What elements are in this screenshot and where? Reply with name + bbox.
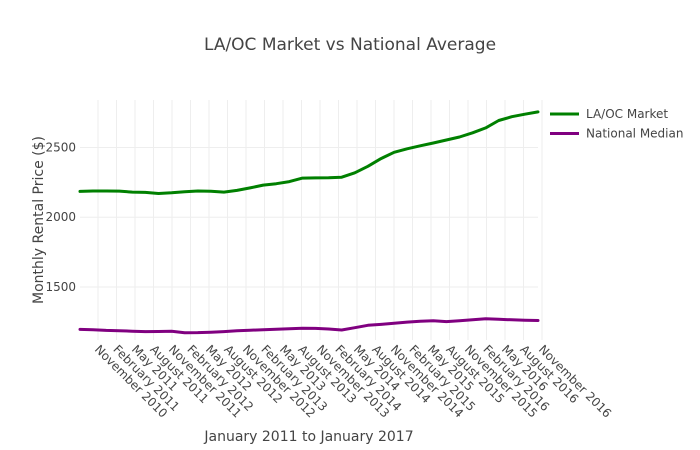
- y-tick-label: 2500: [45, 140, 76, 154]
- grid-lines: [80, 100, 543, 340]
- y-axis-title: Monthly Rental Price ($): [31, 136, 47, 304]
- series-lines: [78, 110, 540, 335]
- legend-label-2: National Median: [586, 127, 683, 141]
- y-axis-ticks: 1500 2000 2500: [45, 140, 76, 294]
- legend: LA/OC Market National Median: [550, 107, 683, 141]
- legend-label-1: LA/OC Market: [586, 107, 668, 121]
- series-line-1: [78, 110, 540, 195]
- x-axis-title: January 2011 to January 2017: [203, 429, 413, 445]
- chart-title: LA/OC Market vs National Average: [204, 35, 496, 55]
- y-tick-label: 1500: [45, 280, 76, 294]
- y-tick-label: 2000: [45, 210, 76, 224]
- series-line-2: [78, 317, 540, 335]
